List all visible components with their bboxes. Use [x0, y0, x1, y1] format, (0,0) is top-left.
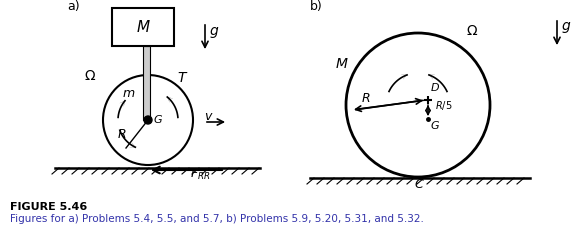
Text: $v$: $v$	[204, 110, 213, 123]
Text: Figures for a) Problems 5.4, 5.5, and 5.7, b) Problems 5.9, 5.20, 5.31, and 5.32: Figures for a) Problems 5.4, 5.5, and 5.…	[10, 214, 424, 224]
Circle shape	[144, 116, 152, 124]
Text: $R/5$: $R/5$	[435, 99, 452, 112]
Text: $G$: $G$	[430, 119, 440, 131]
Text: $C$: $C$	[414, 178, 425, 191]
Text: $\Omega$: $\Omega$	[84, 69, 96, 83]
Text: a): a)	[67, 0, 80, 13]
Text: $g$: $g$	[209, 25, 219, 40]
Text: $\Omega$: $\Omega$	[466, 24, 478, 38]
Text: $R$: $R$	[117, 128, 127, 141]
Text: $m$: $m$	[122, 87, 135, 100]
Text: b): b)	[310, 0, 323, 13]
Text: FIGURE 5.46: FIGURE 5.46	[10, 202, 87, 212]
Text: $D$: $D$	[430, 81, 440, 93]
Bar	[112, 8, 174, 46]
Text: $G$: $G$	[153, 113, 163, 125]
Text: $g$: $g$	[561, 20, 571, 35]
Text: $M$: $M$	[135, 19, 151, 35]
Text: $T$: $T$	[177, 71, 188, 85]
Text: $R$: $R$	[361, 92, 370, 105]
Text: $F_{RR}$: $F_{RR}$	[190, 167, 210, 182]
Bar	[143, 46, 150, 120]
Text: $M$: $M$	[335, 57, 349, 71]
